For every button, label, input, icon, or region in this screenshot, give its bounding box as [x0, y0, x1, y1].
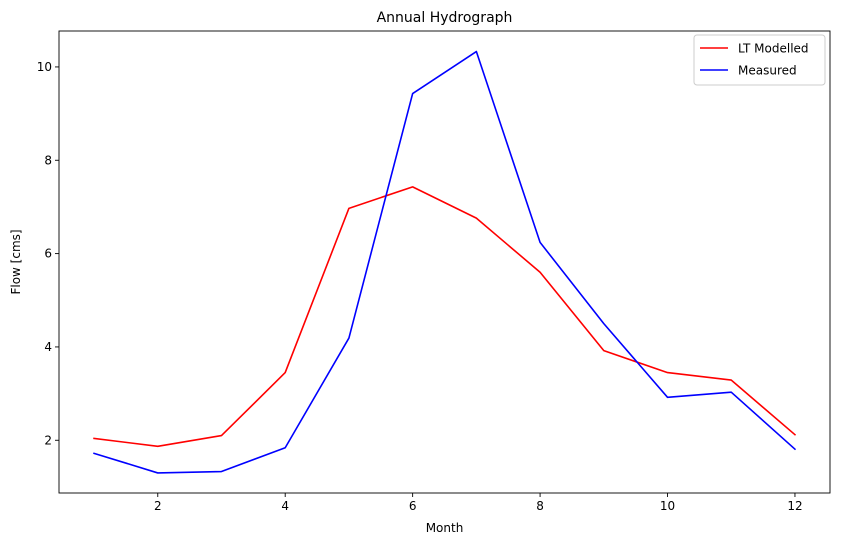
legend: LT Modelled Measured: [694, 35, 825, 85]
legend-label-measured: Measured: [738, 64, 797, 78]
y-tick-label: 4: [44, 340, 52, 354]
y-tick-label: 2: [44, 433, 52, 447]
y-tick-label: 10: [37, 60, 52, 74]
y-axis-label: Flow [cms]: [9, 229, 23, 294]
x-tick-label: 12: [787, 499, 802, 513]
chart-title: Annual Hydrograph: [377, 10, 513, 26]
x-axis-label: Month: [426, 521, 464, 535]
y-tick-label: 6: [44, 247, 52, 261]
x-tick-label: 10: [660, 499, 675, 513]
legend-label-lt-modelled: LT Modelled: [738, 42, 809, 56]
x-tick-label: 2: [154, 499, 162, 513]
x-tick-label: 6: [409, 499, 417, 513]
x-tick-label: 8: [536, 499, 544, 513]
y-tick-label: 8: [44, 153, 52, 167]
x-tick-label: 4: [281, 499, 289, 513]
